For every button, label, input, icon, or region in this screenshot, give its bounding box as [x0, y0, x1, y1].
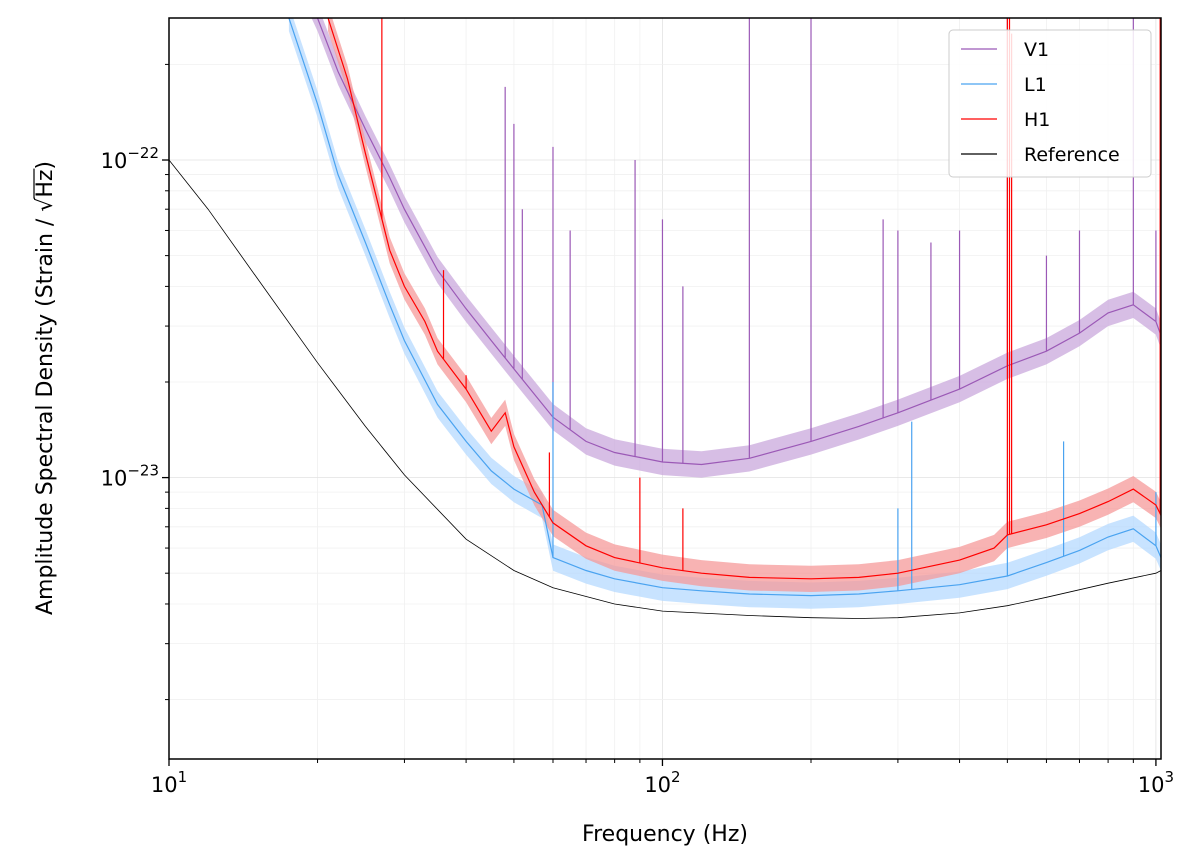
y-axis-label: Amplitude Spectral Density (Strain / √Hz…: [33, 161, 58, 615]
series-line-l1: [288, 18, 1161, 597]
series-band-l1: [288, 18, 1161, 609]
series-line-h1: [327, 18, 1161, 580]
y-tick-label: 10−23: [101, 462, 159, 491]
legend-label-reference: Reference: [1024, 144, 1120, 166]
plot-frame: [168, 17, 1162, 760]
y-axis-label-suffix: ): [33, 161, 58, 170]
x-tick-label: 101: [151, 768, 187, 797]
series-line-reference: [169, 159, 1161, 619]
legend-box: [948, 29, 1152, 178]
series-line-v1: [316, 18, 1161, 466]
legend-label-v1: V1: [1024, 39, 1049, 61]
plot-area: [169, 18, 1161, 619]
y-axis-label-radicand: Hz: [33, 170, 58, 198]
y-tick-label: 10−22: [101, 144, 159, 173]
axes: 101 102 103 10−23 10−22: [101, 63, 1174, 797]
legend: V1 L1 H1 Reference: [948, 29, 1152, 178]
y-axis-label-radical: √: [33, 197, 58, 212]
legend-label-h1: H1: [1024, 109, 1050, 131]
x-tick-label: 102: [644, 768, 680, 797]
x-axis-label: Frequency (Hz): [582, 822, 748, 847]
legend-label-l1: L1: [1024, 74, 1047, 96]
x-tick-label: 103: [1138, 768, 1174, 797]
y-axis-label-prefix: Amplitude Spectral Density (Strain /: [33, 212, 58, 615]
